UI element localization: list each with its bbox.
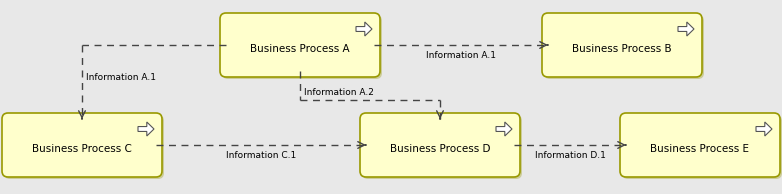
Text: Information A.1: Information A.1: [426, 51, 496, 60]
Text: Business Process B: Business Process B: [572, 44, 672, 54]
Polygon shape: [496, 122, 512, 136]
Text: Information C.1: Information C.1: [226, 151, 296, 160]
FancyBboxPatch shape: [222, 15, 382, 79]
FancyBboxPatch shape: [620, 113, 780, 177]
FancyBboxPatch shape: [220, 13, 380, 77]
Polygon shape: [756, 122, 772, 136]
Text: Business Process A: Business Process A: [250, 44, 350, 54]
Text: Information A.1: Information A.1: [86, 73, 156, 81]
FancyBboxPatch shape: [362, 115, 522, 179]
Polygon shape: [356, 22, 372, 36]
FancyBboxPatch shape: [4, 115, 164, 179]
FancyBboxPatch shape: [2, 113, 162, 177]
Text: Information A.2: Information A.2: [304, 88, 374, 97]
FancyBboxPatch shape: [542, 13, 702, 77]
FancyBboxPatch shape: [360, 113, 520, 177]
FancyBboxPatch shape: [544, 15, 704, 79]
Text: Information D.1: Information D.1: [535, 151, 605, 160]
Text: Business Process E: Business Process E: [651, 144, 749, 154]
Polygon shape: [678, 22, 694, 36]
Text: Business Process C: Business Process C: [32, 144, 132, 154]
FancyBboxPatch shape: [622, 115, 782, 179]
Text: Business Process D: Business Process D: [389, 144, 490, 154]
Polygon shape: [138, 122, 154, 136]
